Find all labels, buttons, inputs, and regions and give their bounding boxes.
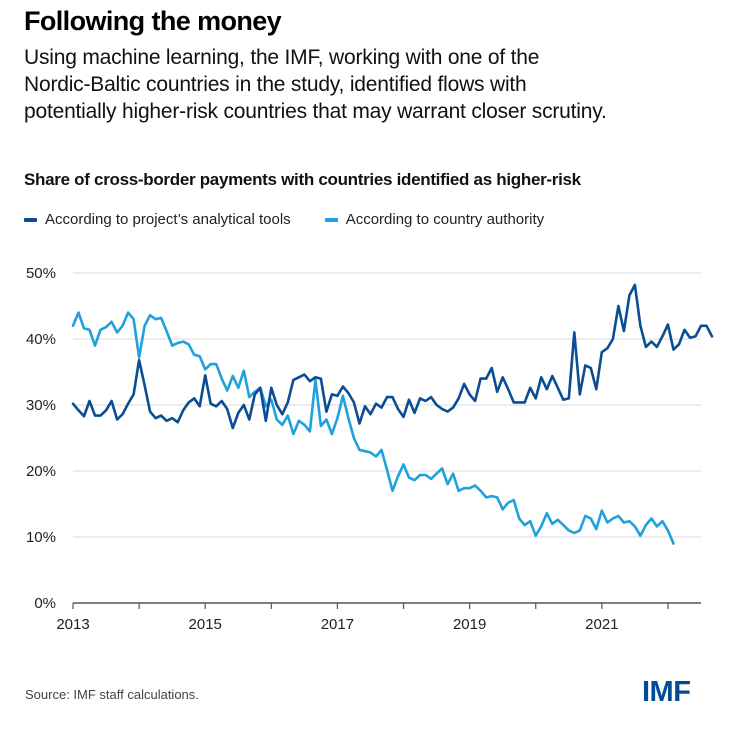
series-line-analytical-tools (71, 283, 714, 430)
x-tick-label: 2017 (321, 616, 354, 633)
subtitle-line: Nordic-Baltic countries in the study, id… (24, 73, 527, 96)
x-tick-label: 2013 (56, 616, 89, 633)
subtitle-line: Using machine learning, the IMF, working… (24, 46, 540, 69)
x-tick-label: 2015 (189, 616, 222, 633)
y-tick-label: 50% (26, 265, 56, 282)
y-tick-label: 40% (26, 331, 56, 348)
chart-title: Share of cross-border payments with coun… (24, 170, 581, 189)
legend-item-analytical-tools: According to project’s analytical tools (24, 211, 291, 228)
legend-label: According to project’s analytical tools (45, 211, 291, 228)
legend-label: According to country authority (345, 211, 545, 228)
x-tick-label: 2019 (453, 616, 486, 633)
line-chart: 0% 10% 20% 30% 40% 50% 2013 2015 2017 2019 2021 (26, 265, 714, 633)
imf-logo: IMF (642, 676, 691, 708)
source-note: Source: IMF staff calculations. (25, 687, 199, 702)
y-tick-label: 0% (34, 595, 56, 612)
x-tick-label: 2021 (585, 616, 618, 633)
subtitle: Using machine learning, the IMF, working… (24, 44, 744, 125)
page-title: Following the money (24, 6, 282, 36)
legend-swatch-dark (24, 217, 37, 222)
y-tick-label: 20% (26, 463, 56, 480)
series-line-country-authority (71, 311, 675, 545)
subtitle-line: potentially higher-risk countries that m… (24, 100, 607, 123)
legend-swatch-light (324, 217, 338, 222)
legend-item-country-authority: According to country authority (324, 211, 545, 228)
y-tick-label: 10% (26, 529, 56, 546)
y-tick-label: 30% (26, 397, 56, 414)
legend: According to project’s analytical tools … (24, 211, 544, 228)
